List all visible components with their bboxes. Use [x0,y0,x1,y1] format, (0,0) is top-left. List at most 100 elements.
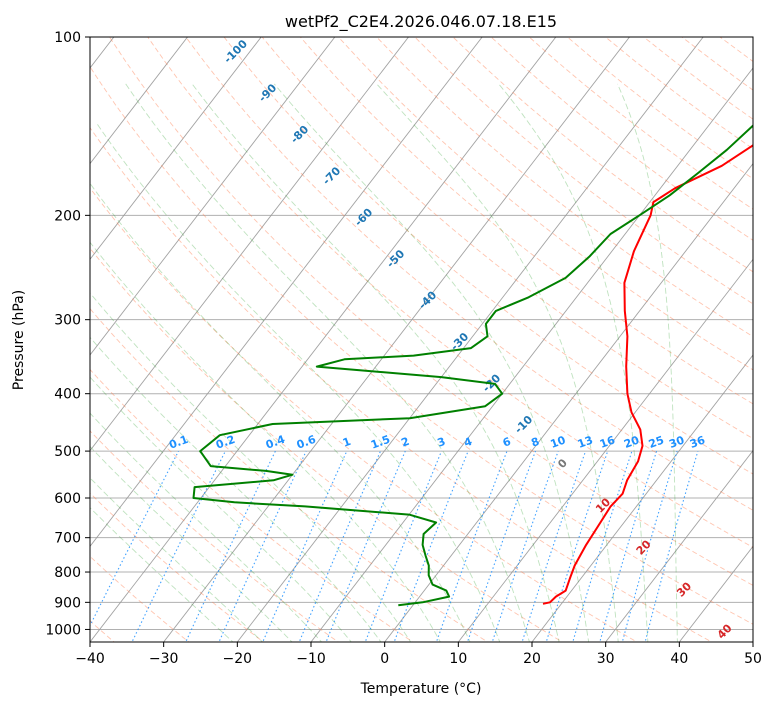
mixing-ratio-label: 0.1 [167,433,190,452]
mixing-ratio-label: 13 [576,434,595,451]
mixing-ratio-label: 36 [688,433,707,451]
mixing-ratio-label: 1 [341,435,353,450]
profile-lines [192,124,753,607]
moist-adiabat-24 [191,83,560,642]
mixing-line-6 [325,450,406,642]
dry-adiabat-40 [90,126,713,642]
y-tick-label: 900 [54,595,81,611]
dry-adiabat--30 [90,555,190,642]
isotherm-20 [531,354,753,642]
moist-adiabat-36 [498,83,649,642]
moist-adiabat--4 [90,376,352,642]
isotherm--10 [310,67,753,642]
x-tick-label: 50 [744,651,762,667]
mixing-line-10 [466,450,537,642]
mixing-line-0 [90,450,179,627]
background-lines [90,37,753,642]
mixing-ratio-label: 1.5 [369,433,392,452]
mixing-ratio-label: 10 [549,433,568,451]
moist-adiabat-4 [90,292,412,642]
isotherm-0 [384,162,753,642]
mixing-ratio-label: 6 [501,435,513,450]
moist-adiabat-32 [376,83,619,642]
chart-title: wetPf2_C2E4.2026.046.07.18.E15 [285,12,557,32]
y-tick-label: 400 [54,387,81,403]
x-tick-label: −40 [75,651,105,667]
moist-adiabat-40 [617,83,678,642]
dry-adiabat-30 [90,187,638,642]
isotherm--80 [90,37,262,261]
moist-adiabat-8 [90,241,441,642]
mixing-line-11 [491,450,559,642]
mixing-ratio-label: 0.2 [214,433,237,452]
y-tick-label: 700 [54,531,81,547]
isotherm--70 [90,37,336,356]
y-axis-label: Pressure (hPa) [11,290,27,390]
mixing-ratio-label: 16 [598,433,617,451]
mixing-line-7 [364,450,443,642]
dry-adiabat--20 [90,492,265,642]
moist-adiabat-16 [96,123,501,642]
isotherm--20 [236,37,704,642]
dry-adiabat-10 [90,307,489,642]
mixing-ratio-label: 8 [529,435,541,450]
x-tick-label: −10 [296,651,326,667]
moist-adiabat--12 [90,445,293,642]
isotherm-30 [605,449,753,642]
dry-adiabat-0 [90,368,414,642]
x-tick-label: 40 [670,651,688,667]
mixing-line-13 [545,450,609,642]
y-tick-label: 1000 [45,622,81,638]
axis-ticks: −40 −30 −20 −10 0 10 20 30 40 5010020030040050060… [45,30,762,667]
x-tick-label: 0 [380,651,389,667]
dry-adiabat-80 [185,37,753,511]
x-tick-label: 30 [597,651,615,667]
moist-adiabat--8 [90,412,323,642]
moist-adiabat-20 [125,83,530,642]
y-tick-label: 500 [54,444,81,460]
dry-adiabat-110 [299,37,753,405]
mixing-line-9 [435,450,508,642]
mixing-ratio-label: 25 [647,434,666,451]
y-tick-label: 100 [54,30,81,46]
mixing-line-16 [621,450,678,642]
isotherm--90 [90,37,189,165]
mixing-ratio-label: 20 [622,433,641,451]
x-tick-label: −20 [223,651,253,667]
plot-frame [89,36,754,643]
mixing-ratio-label: 3 [436,435,448,450]
mixing-line-8 [393,450,469,642]
isotherm--60 [90,37,410,452]
dry-adiabat-50 [90,66,753,625]
dry-adiabat-90 [223,37,753,475]
moist-adiabat-28 [273,83,590,642]
mixing-line-14 [572,450,633,642]
y-tick-label: 800 [54,565,81,581]
mixing-ratio-label: 4 [462,435,474,450]
x-tick-label: −30 [149,651,179,667]
mixing-ratio-label: 0.4 [264,433,287,452]
dry-adiabat-60 [109,37,753,586]
dry-adiabat-120 [338,37,753,371]
x-tick-label: 20 [523,651,541,667]
isotherm--40 [90,37,557,642]
dewpoint-profile-line [192,124,753,607]
isotherm--30 [163,37,631,642]
mixing-line-17 [644,450,699,642]
mixing-line-2 [185,450,276,642]
y-tick-label: 200 [54,208,81,224]
mixing-line-12 [521,450,587,642]
isotherm--50 [90,37,483,548]
x-axis-label: Temperature (°C) [360,681,482,697]
y-tick-label: 300 [54,313,81,329]
moist-adiabat--16 [90,477,264,642]
y-tick-label: 600 [54,491,81,507]
moist-adiabat-0 [90,336,382,642]
dry-adiabat-20 [90,247,564,642]
moist-adiabat--20 [90,507,234,642]
mixing-ratio-label: 30 [667,433,686,451]
x-tick-label: 10 [449,651,467,667]
mixing-ratio-label: 2 [399,435,411,450]
